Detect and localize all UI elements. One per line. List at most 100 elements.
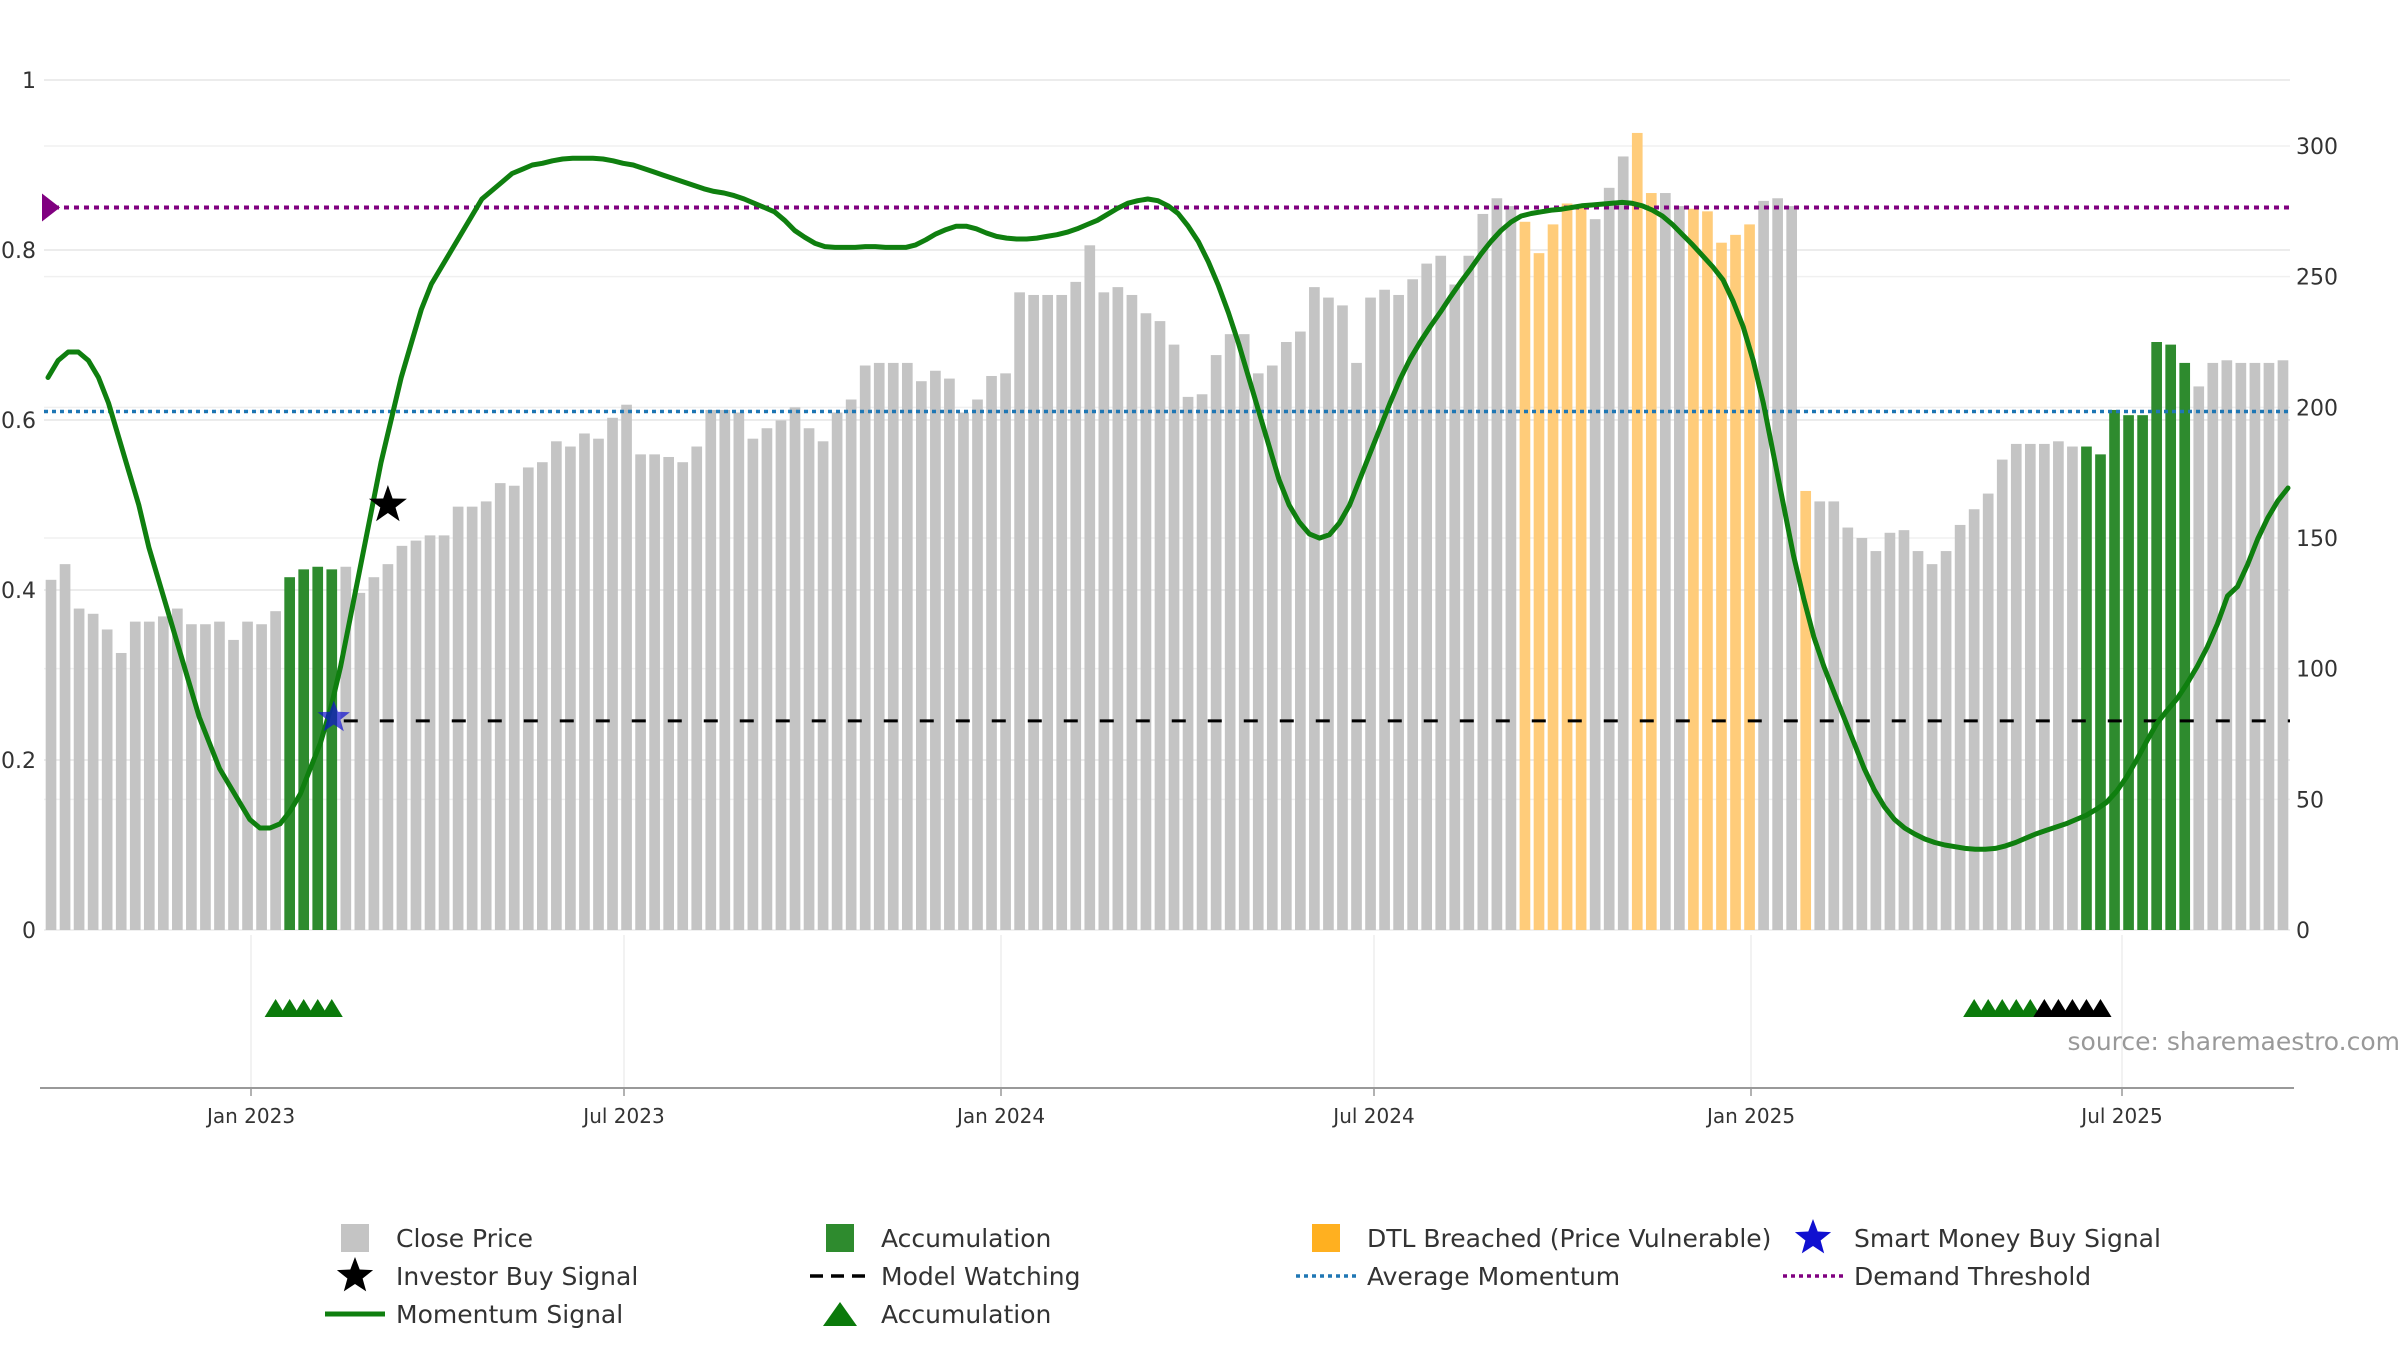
price-bar [1702, 211, 1713, 930]
legend-item: Investor Buy Signal [337, 1257, 638, 1291]
legend: Close Price Accumulation DTL Breached (Pri… [325, 1219, 2161, 1329]
price-bar [1590, 219, 1601, 930]
price-bar [88, 614, 99, 930]
price-bar [734, 413, 745, 930]
price-bar [1955, 525, 1966, 930]
price-bar [1913, 551, 1924, 930]
price-bar [2250, 363, 2261, 930]
price-bar [762, 428, 773, 930]
price-bar [326, 569, 337, 930]
legend-item: Model Watching [810, 1262, 1081, 1291]
price-bar [1435, 256, 1446, 930]
price-bar [1379, 290, 1390, 930]
price-bar [467, 507, 478, 930]
price-bar [1183, 397, 1194, 930]
legend-label: Smart Money Buy Signal [1854, 1224, 2161, 1253]
price-bar [1098, 292, 1109, 930]
price-bar [1351, 363, 1362, 930]
price-bar [874, 363, 885, 930]
price-bar [2165, 345, 2176, 930]
demand-threshold-marker [42, 194, 60, 222]
price-bar [1730, 235, 1741, 930]
price-bar [1449, 285, 1460, 930]
left-axis-tick-label: 0.2 [1, 749, 36, 774]
price-bar [1857, 538, 1868, 930]
price-bar [2109, 410, 2120, 930]
price-bar [439, 535, 450, 930]
price-bar [242, 622, 253, 930]
price-bar [1337, 305, 1348, 930]
price-bar [607, 418, 618, 930]
price-bar [1014, 292, 1025, 930]
price-bar [1871, 551, 1882, 930]
price-bar [691, 447, 702, 930]
left-axis-tick-label: 1 [22, 69, 36, 94]
price-bar [804, 428, 815, 930]
price-bar [1239, 334, 1250, 930]
legend-item: Close Price [341, 1224, 533, 1253]
price-bar [832, 413, 843, 930]
price-bar [860, 366, 871, 930]
price-bar [916, 381, 927, 930]
right-axis-tick-label: 0 [2296, 919, 2310, 944]
price-bar [383, 564, 394, 930]
legend-item: Accumulation [823, 1300, 1051, 1329]
price-bar [593, 439, 604, 930]
price-bar [2179, 363, 2190, 930]
price-bar [509, 486, 520, 930]
price-bar [1927, 564, 1938, 930]
legend-item: DTL Breached (Price Vulnerable) [1312, 1224, 1771, 1253]
legend-label: DTL Breached (Price Vulnerable) [1367, 1224, 1771, 1253]
price-bar [1604, 188, 1615, 930]
price-bar [972, 399, 983, 930]
price-bar [1070, 282, 1081, 930]
price-bar [397, 546, 408, 930]
price-bar [1716, 243, 1727, 930]
price-bar [1758, 201, 1769, 930]
legend-marker-black-star [337, 1257, 373, 1291]
price-bar [748, 439, 759, 930]
price-bar [930, 371, 941, 930]
price-bar [1042, 295, 1053, 930]
price-bar [1225, 334, 1236, 930]
price-bar [1407, 279, 1418, 930]
x-axis-date-label: Jul 2023 [581, 1104, 664, 1128]
price-bar [888, 363, 899, 930]
price-bar [1253, 373, 1264, 930]
x-axis-date-label: Jan 2025 [1705, 1104, 1795, 1128]
price-bar [116, 653, 127, 930]
price-bar [256, 624, 267, 930]
price-bar [621, 405, 632, 930]
price-bar [1828, 501, 1839, 930]
price-bar [846, 399, 857, 930]
legend-marker-orange-square [1312, 1224, 1340, 1252]
price-bar [1534, 253, 1545, 930]
price-bar [1814, 501, 1825, 930]
price-bar [60, 564, 71, 930]
price-bar [1309, 287, 1320, 930]
right-axis-tick-label: 100 [2296, 658, 2338, 683]
price-bar [1548, 224, 1559, 930]
accumulation-triangle [321, 999, 343, 1017]
left-axis-tick-label: 0 [22, 919, 36, 944]
price-bar [551, 441, 562, 930]
price-bar [2278, 360, 2289, 930]
price-bar [2025, 444, 2036, 930]
legend-item: Momentum Signal [325, 1300, 623, 1329]
price-bar [1084, 245, 1095, 930]
price-bar [649, 454, 660, 930]
price-bar [1478, 214, 1489, 930]
price-bar [46, 580, 57, 930]
price-bar [158, 616, 169, 930]
right-axis-tick-label: 300 [2296, 135, 2338, 160]
right-axis-tick-label: 200 [2296, 396, 2338, 421]
price-bar [130, 622, 141, 930]
price-bar [270, 611, 281, 930]
price-bar [944, 379, 955, 930]
price-bar [102, 629, 113, 930]
price-bar [986, 376, 997, 930]
right-axis-tick-label: 250 [2296, 266, 2338, 291]
price-bar [1000, 373, 1011, 930]
price-bar [2236, 363, 2247, 930]
